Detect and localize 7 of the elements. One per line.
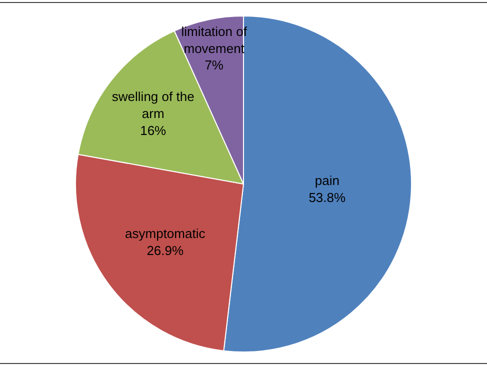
data-label: 53.8% (308, 190, 346, 205)
data-label: 26.9% (146, 242, 184, 258)
slice-label: swelling of the arm (112, 89, 194, 122)
data-label: 7% (204, 58, 224, 73)
slice-label: asymptomatic (125, 226, 206, 241)
data-label: 16% (140, 122, 167, 138)
slice-label: pain (314, 173, 340, 188)
